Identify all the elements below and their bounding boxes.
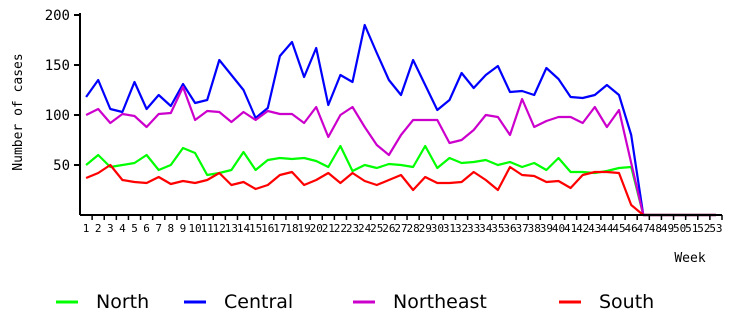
x-tick-label: 24 — [358, 222, 372, 235]
x-tick-label: 16 — [261, 222, 274, 235]
x-tick-label: 30 — [431, 222, 444, 235]
x-tick-label: 12 — [213, 222, 226, 235]
x-tick-label: 11 — [201, 222, 214, 235]
series-line-northeast — [85, 85, 716, 217]
x-tick-label: 29 — [419, 222, 432, 235]
x-tick-label: 32 — [455, 222, 468, 235]
x-tick-label: 7 — [155, 222, 162, 235]
x-tick-label: 27 — [394, 222, 407, 235]
x-tick-label: 43 — [588, 222, 601, 235]
y-tick-label: 150 — [45, 58, 70, 74]
y-tick-label: 50 — [53, 158, 70, 174]
x-tick-label: 36 — [503, 222, 516, 235]
x-tick-label: 53 — [709, 222, 722, 235]
x-tick-label: 47 — [637, 222, 650, 235]
x-tick-label: 1 — [83, 222, 90, 235]
x-tick-label: 15 — [249, 222, 262, 235]
x-tick-label: 4 — [119, 222, 126, 235]
x-tick-label: 49 — [661, 222, 674, 235]
x-tick-label: 42 — [576, 222, 589, 235]
x-tick-label: 2 — [95, 222, 102, 235]
x-tick-label: 37 — [516, 222, 529, 235]
legend-label: Central — [224, 291, 293, 313]
x-tick-label: 9 — [180, 222, 187, 235]
plot-lines — [85, 23, 716, 217]
x-tick-label: 38 — [528, 222, 541, 235]
x-tick-label: 25 — [370, 222, 383, 235]
legend-label: Northeast — [393, 291, 487, 313]
x-tick-label: 5 — [131, 222, 138, 235]
x-tick-label: 20 — [310, 222, 323, 235]
x-tick-label: 10 — [188, 222, 201, 235]
x-tick-label: 45 — [612, 222, 625, 235]
x-tick-label: 39 — [540, 222, 553, 235]
y-ticks: 50 100 150 200 — [45, 8, 80, 174]
x-tick-label: 18 — [285, 222, 298, 235]
x-tick-label: 35 — [491, 222, 504, 235]
x-axis-label: Week — [674, 251, 705, 266]
x-tick-label: 19 — [297, 222, 310, 235]
x-tick-label: 51 — [685, 222, 698, 235]
x-ticks: 1 2 3 4 5 6 7 8 9 1011121314151617181920212223242… — [83, 215, 723, 235]
x-tick-label: 34 — [479, 222, 493, 235]
x-tick-label: 17 — [273, 222, 286, 235]
y-axis-label: Number of cases — [11, 53, 26, 170]
x-tick-label: 21 — [322, 222, 335, 235]
x-tick-label: 28 — [406, 222, 419, 235]
series-line-north — [85, 144, 716, 217]
series-line-south — [85, 163, 716, 217]
x-tick-label: 46 — [625, 222, 638, 235]
x-tick-label: 3 — [107, 222, 114, 235]
x-tick-label: 48 — [649, 222, 662, 235]
x-tick-label: 22 — [334, 222, 347, 235]
y-tick-label: 200 — [45, 8, 70, 24]
legend-label: South — [599, 291, 654, 313]
legend: North Central Northeast South — [56, 291, 654, 313]
x-tick-label: 52 — [697, 222, 710, 235]
x-tick-label: 50 — [673, 222, 686, 235]
x-tick-label: 23 — [346, 222, 359, 235]
x-tick-label: 40 — [552, 222, 565, 235]
x-tick-label: 26 — [382, 222, 395, 235]
x-tick-label: 14 — [237, 222, 251, 235]
x-tick-label: 33 — [467, 222, 480, 235]
x-tick-label: 44 — [600, 222, 614, 235]
x-tick-label: 13 — [225, 222, 238, 235]
x-tick-label: 6 — [143, 222, 150, 235]
legend-label: North — [96, 291, 149, 313]
x-tick-label: 8 — [168, 222, 175, 235]
x-tick-label: 31 — [443, 222, 456, 235]
x-tick-label: 41 — [564, 222, 577, 235]
series-line-central — [85, 23, 716, 217]
y-tick-label: 100 — [45, 108, 70, 124]
